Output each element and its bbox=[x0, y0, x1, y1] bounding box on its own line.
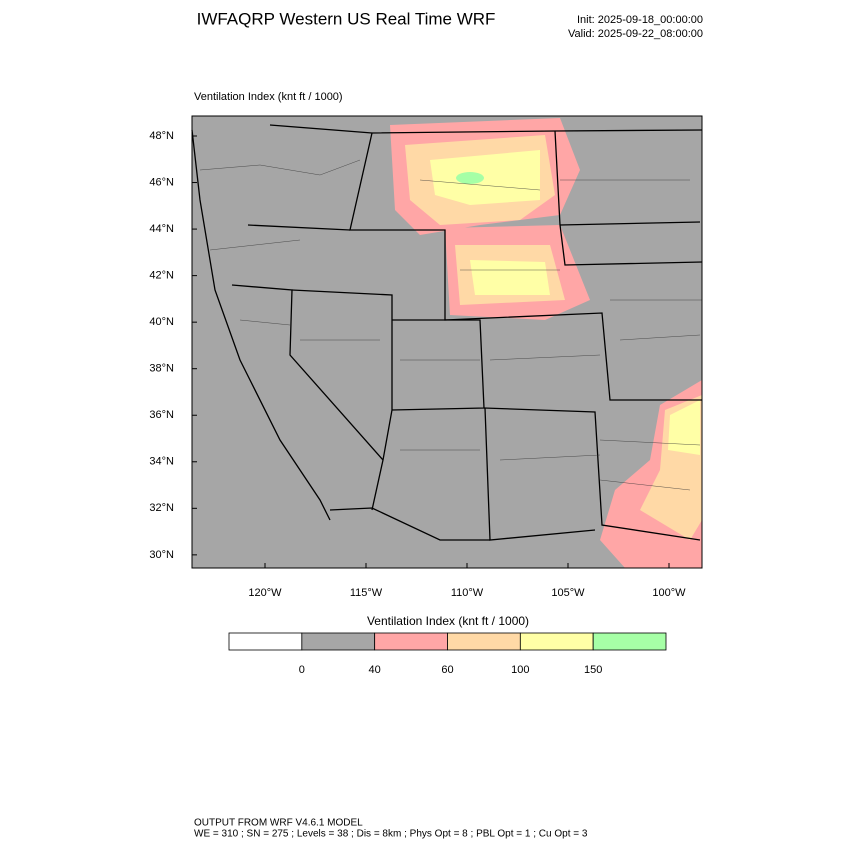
colorbar-box bbox=[519, 632, 594, 651]
field-high bbox=[430, 150, 540, 205]
lat-label: 42°N bbox=[149, 270, 174, 282]
colorbar-tick-label: 100 bbox=[511, 664, 529, 676]
lon-label: 115°W bbox=[350, 587, 383, 599]
colorbar-box bbox=[374, 632, 448, 651]
field-top bbox=[456, 172, 484, 184]
colorbar-tick-label: 0 bbox=[299, 664, 305, 676]
init-time: Init: 2025-09-18_00:00:00 bbox=[577, 14, 703, 26]
map-axes: 48°N 46°N 44°N 42°N 40°N 38°N 36°N 34°N 32°N 30°N… bbox=[149, 130, 686, 599]
colorbar-box bbox=[447, 632, 521, 651]
lat-label: 38°N bbox=[149, 363, 174, 375]
fields bbox=[390, 118, 702, 568]
colorbar: 0 40 60 100 150 bbox=[228, 632, 667, 676]
lat-label: 32°N bbox=[149, 502, 174, 514]
title: IWFAQRP Western US Real Time WRF bbox=[197, 9, 496, 28]
colorbar-box bbox=[301, 632, 376, 651]
colorbar-tick-label: 40 bbox=[369, 664, 381, 676]
map bbox=[191, 115, 703, 569]
lon-label: 105°W bbox=[551, 587, 585, 599]
footer-line: WE = 310 ; SN = 275 ; Levels = 38 ; Dis … bbox=[194, 829, 588, 840]
lat-label: 46°N bbox=[149, 176, 174, 188]
field-high bbox=[668, 400, 700, 455]
footer-line: OUTPUT FROM WRF V4.6.1 MODEL bbox=[194, 818, 363, 829]
valid-time: Valid: 2025-09-22_08:00:00 bbox=[568, 28, 703, 40]
field-high bbox=[470, 260, 550, 295]
lon-label: 110°W bbox=[451, 587, 484, 599]
lat-label: 34°N bbox=[149, 456, 174, 468]
colorbar-label: Ventilation Index (knt ft / 1000) bbox=[367, 614, 529, 628]
colorbar-tick-label: 150 bbox=[584, 664, 602, 676]
lat-label: 30°N bbox=[149, 549, 174, 561]
state-borders bbox=[191, 124, 703, 541]
lat-label: 44°N bbox=[149, 223, 174, 235]
lat-label: 36°N bbox=[149, 409, 174, 421]
colorbar-box bbox=[228, 632, 303, 651]
colorbar-tick-label: 60 bbox=[441, 664, 453, 676]
lat-label: 48°N bbox=[149, 130, 174, 142]
colorbar-box bbox=[592, 632, 667, 651]
lat-label: 40°N bbox=[149, 316, 174, 328]
map-frame bbox=[191, 115, 703, 569]
lon-label: 100°W bbox=[652, 587, 686, 599]
lon-label: 120°W bbox=[248, 587, 282, 599]
map-subtitle: Ventilation Index (knt ft / 1000) bbox=[194, 91, 343, 103]
